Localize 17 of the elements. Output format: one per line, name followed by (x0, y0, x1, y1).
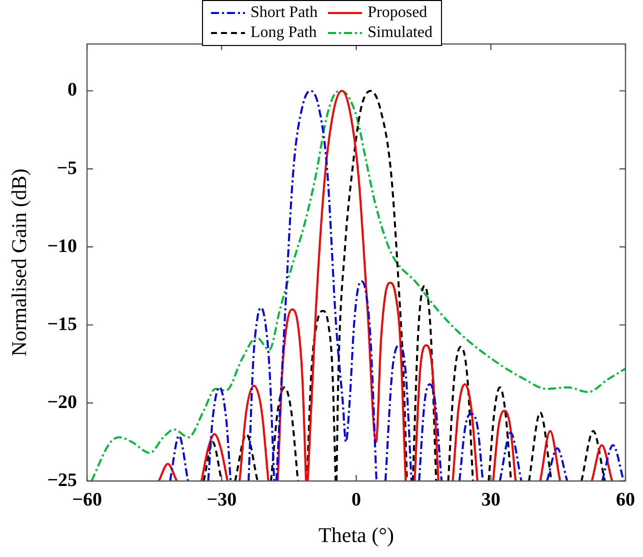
x-tick-label: 30 (481, 489, 500, 510)
x-axis-title: Theta (°) (318, 522, 394, 547)
y-axis-title: Normalised Gain (dB) (7, 168, 32, 356)
legend-label: Simulated (368, 24, 433, 42)
x-tick-label: −60 (72, 489, 102, 510)
y-tick-label: 0 (68, 80, 78, 101)
x-tick-label: 60 (616, 489, 635, 510)
y-tick-label: −25 (47, 470, 78, 491)
y-tick-label: −20 (47, 392, 78, 413)
y-tick-label: −15 (47, 314, 78, 335)
legend-label: Long Path (250, 24, 317, 42)
y-tick-label: −10 (47, 236, 78, 257)
x-tick-label: 0 (352, 489, 362, 510)
x-tick-label: −30 (206, 489, 237, 510)
y-tick-label: −5 (56, 158, 78, 179)
legend-label: Short Path (250, 4, 318, 22)
legend-label: Proposed (368, 4, 428, 22)
